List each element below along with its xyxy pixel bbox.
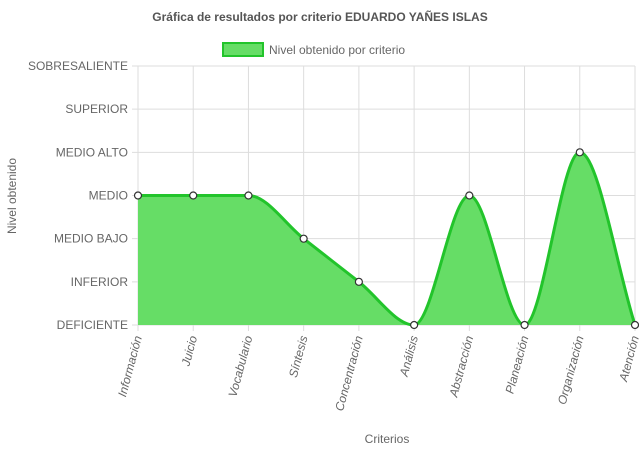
x-tick-label: Juicio: [178, 334, 200, 369]
data-point[interactable]: [410, 320, 419, 330]
y-tick-label: SOBRESALIENTE: [28, 59, 128, 73]
data-point[interactable]: [630, 320, 639, 330]
x-tick-label: Abstracción: [446, 334, 476, 399]
y-tick-label: MEDIO ALTO: [56, 145, 128, 159]
data-point[interactable]: [465, 191, 474, 200]
x-axis-label: Criterios: [365, 432, 410, 446]
y-axis-ticks: DEFICIENTE INFERIOR MEDIO BAJO MEDIO MEDIO A…: [28, 59, 128, 332]
data-points: [133, 148, 639, 330]
chart-title: Gráfica de resultados por criterio EDUAR…: [152, 9, 487, 24]
legend-swatch: [222, 42, 264, 57]
x-axis-ticks: Información Juicio Vocabulario Síntesis Conc…: [115, 334, 639, 413]
y-tick-label: INFERIOR: [71, 275, 129, 289]
legend[interactable]: Nivel obtenido por criterio: [222, 42, 405, 57]
x-tick-label: Planeación: [503, 334, 532, 395]
y-axis-label: Nivel obtenido: [5, 158, 19, 234]
x-tick-label: Información: [115, 334, 145, 398]
x-tick-label: Concentración: [332, 334, 366, 413]
y-tick-label: SUPERIOR: [65, 102, 128, 116]
data-point[interactable]: [299, 234, 308, 243]
y-tick-label: MEDIO BAJO: [54, 232, 128, 246]
data-point[interactable]: [354, 277, 363, 286]
data-point[interactable]: [520, 320, 529, 330]
data-point[interactable]: [133, 191, 143, 200]
data-point[interactable]: [575, 148, 584, 157]
y-tick-label: MEDIO: [89, 189, 128, 203]
y-tick-label: DEFICIENTE: [57, 318, 128, 332]
x-tick-label: Vocabulario: [226, 334, 256, 399]
legend-label: Nivel obtenido por criterio: [269, 43, 405, 57]
x-tick-label: Análisis: [397, 334, 421, 379]
data-point[interactable]: [189, 191, 198, 200]
x-tick-label: Organización: [555, 334, 587, 406]
x-tick-label: Síntesis: [286, 334, 311, 379]
series-area: [138, 152, 635, 325]
data-point[interactable]: [244, 191, 253, 200]
x-tick-label: Atención: [616, 334, 639, 384]
